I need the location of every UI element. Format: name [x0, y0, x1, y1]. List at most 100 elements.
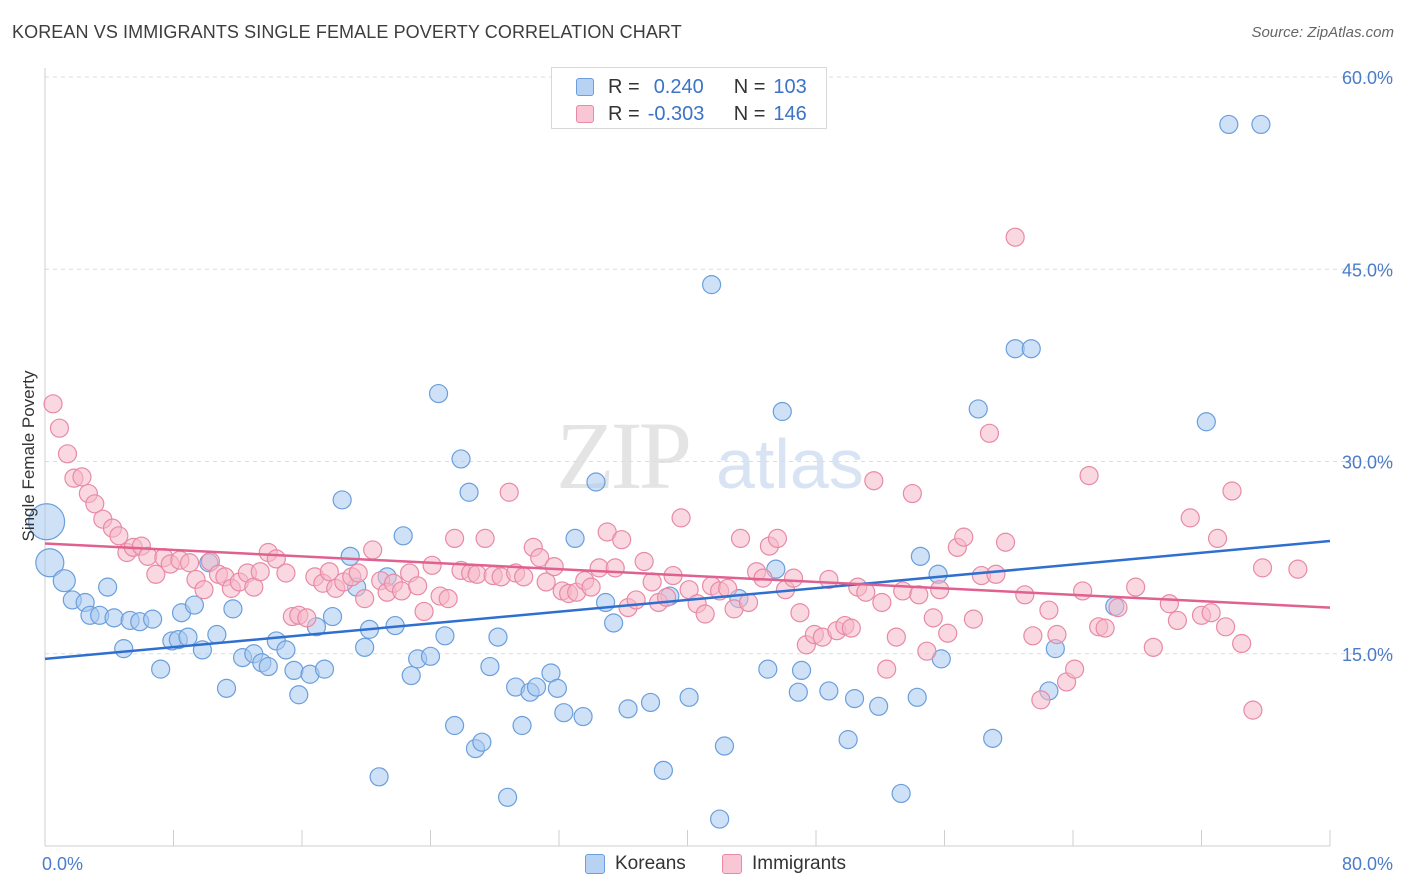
korean-point [844, 689, 865, 709]
immigrant-point [642, 572, 662, 592]
korean-point [758, 659, 778, 679]
immigrant-point [146, 564, 166, 584]
immigrant-point [1243, 700, 1263, 720]
bottom-legend-immigrants: Immigrants [722, 852, 846, 876]
korean-point [1021, 339, 1041, 359]
korean-point [653, 760, 674, 780]
immigrant-point [1095, 618, 1115, 638]
immigrant-point [438, 589, 458, 609]
immigrant-point [536, 572, 556, 592]
immigrant-point [1015, 585, 1035, 605]
korean-point [444, 715, 465, 736]
korean-point [679, 687, 699, 707]
immigrant-point [1180, 508, 1200, 528]
korean-point [640, 692, 661, 713]
legend-row-immigrants: R = -0.303 N = 146 [576, 102, 807, 126]
immigrant-point [1288, 559, 1308, 579]
immigrant-point [1222, 481, 1242, 501]
y-tick-label: 15.0% [1342, 645, 1393, 665]
korean-point [565, 528, 585, 549]
x-tick-label: 80.0% [1342, 854, 1393, 874]
immigrant-point [841, 618, 861, 638]
y-tick-label: 45.0% [1342, 260, 1393, 280]
trend-lines [44, 539, 1331, 661]
korean-point [104, 608, 124, 628]
immigrant-point [391, 581, 412, 601]
immigrant-point [319, 562, 339, 582]
immigrant-point [1215, 617, 1236, 637]
immigrant-point [1079, 465, 1099, 486]
korean-point [512, 715, 532, 736]
bottom-legend-swatch-koreans [585, 854, 605, 874]
immigrant-point [1073, 581, 1093, 601]
immigrant-point [954, 527, 974, 547]
korean-point [435, 626, 455, 646]
immigrant-point [872, 592, 892, 613]
korean-point [791, 660, 812, 681]
immigrant-point [444, 528, 465, 549]
immigrant-point [499, 482, 519, 502]
korean-point [788, 682, 808, 702]
korean-point [207, 624, 227, 645]
axes [44, 68, 1331, 847]
korean-point [1005, 339, 1025, 359]
korean-point [618, 699, 638, 719]
immigrant-point [995, 532, 1016, 552]
immigrant-point [1126, 577, 1146, 597]
immigrant-point [979, 423, 1000, 443]
korean-point [573, 706, 593, 727]
korean-point [526, 677, 547, 697]
immigrant-point [938, 623, 958, 643]
immigrant-point [671, 508, 691, 528]
legend-swatch-immigrants [576, 105, 594, 123]
korean-point [314, 659, 335, 679]
korean-point [284, 660, 304, 681]
korean-point [498, 787, 518, 807]
korean-point [28, 503, 66, 541]
immigrant-point [902, 483, 922, 504]
y-axis-label: Single Female Poverty [19, 370, 38, 542]
legend-r-label: R = [608, 75, 640, 98]
immigrant-point [467, 564, 487, 584]
korean-point [322, 606, 343, 627]
korean-point [184, 595, 204, 615]
chart-source: Source: ZipAtlas.com [1251, 24, 1394, 41]
immigrant-point [1167, 610, 1188, 631]
immigrant-point [886, 627, 906, 647]
korean-point [332, 490, 352, 510]
korean-point [35, 548, 65, 578]
korean-point [428, 383, 449, 404]
immigrant-point [422, 555, 442, 575]
korean-point [488, 627, 508, 647]
immigrant-point [605, 558, 625, 578]
korean-point [701, 275, 722, 295]
korean-point [554, 703, 574, 723]
immigrant-point [1047, 624, 1067, 645]
chart-title: KOREAN VS IMMIGRANTS SINGLE FEMALE POVER… [12, 22, 682, 42]
immigrant-point [276, 563, 296, 583]
immigrant-point [109, 526, 129, 546]
korean-point [98, 577, 118, 597]
immigrant-point [986, 564, 1006, 584]
bottom-legend-swatch-immigrants [722, 854, 742, 874]
immigrant-point [589, 558, 609, 578]
correlation-legend: R = 0.240 N = 103 R = -0.303 N = 146 [551, 67, 827, 129]
legend-n-value: 146 [773, 102, 807, 125]
immigrant-point [43, 394, 63, 414]
korean-point [547, 678, 567, 698]
korean-point [52, 569, 76, 593]
immigrant-point [85, 494, 105, 514]
legend-swatch-koreans [576, 78, 594, 96]
korean-point [216, 678, 237, 698]
watermark-zip: ZIP [556, 402, 689, 509]
watermark-atlas: atlas [716, 425, 864, 503]
immigrant-point [363, 540, 383, 560]
immigrant-point [1023, 626, 1043, 646]
korean-point [459, 482, 479, 502]
korean-point [276, 640, 296, 660]
immigrant-point [355, 589, 375, 609]
korean-point [223, 599, 243, 619]
immigrant-point [530, 548, 550, 568]
korean-point [451, 449, 471, 469]
korean-point [838, 730, 858, 750]
